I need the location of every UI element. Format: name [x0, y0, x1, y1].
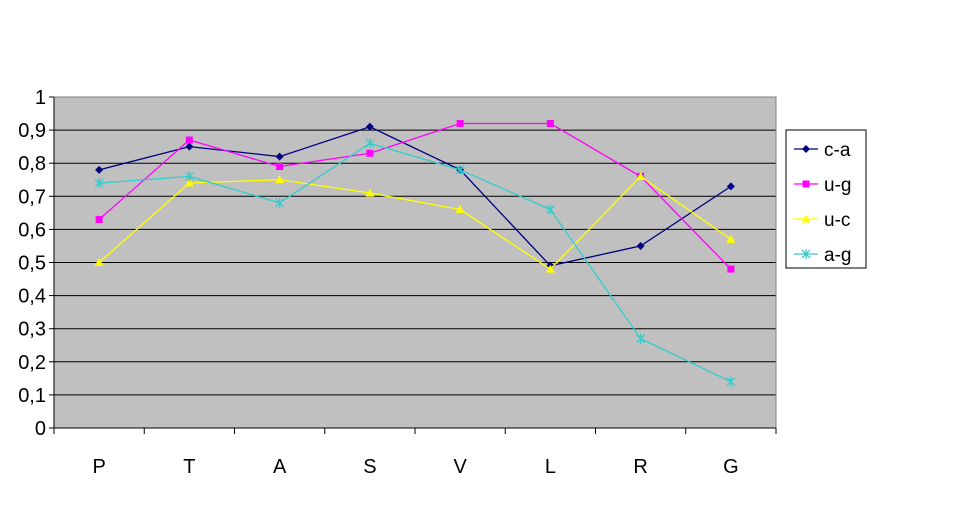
data-point: [545, 264, 555, 273]
data-point: [275, 175, 285, 184]
x-tick-label: L: [545, 456, 556, 478]
data-point: [546, 119, 554, 127]
legend-marker: [801, 249, 811, 259]
legend-label: a-g: [824, 245, 851, 266]
series-layer: [94, 119, 736, 387]
y-tick-label: 0,9: [18, 120, 46, 142]
x-tick-label: A: [273, 456, 287, 478]
series-line: [98, 126, 732, 267]
series-u-c: [94, 171, 736, 273]
x-tick-label: S: [363, 456, 376, 478]
y-tick-label: 0,8: [18, 153, 46, 175]
y-tick-label: 0,5: [18, 253, 46, 275]
data-point: [726, 234, 736, 243]
y-tick-label: 0,2: [18, 352, 46, 374]
y-tick-label: 0,3: [18, 319, 46, 341]
series-line: [98, 122, 732, 270]
legend-entry: u-g: [794, 175, 851, 196]
data-point: [94, 258, 104, 266]
data-point: [185, 136, 193, 144]
y-tick-label: 0,4: [18, 286, 46, 308]
y-tick-labels: 0 0,1 0,2 0,3 0,4 0,5 0,6 0,7 0,8 0,9 1: [18, 87, 46, 440]
data-point: [275, 197, 285, 208]
data-point: [636, 171, 646, 180]
data-point: [455, 205, 465, 214]
data-point: [184, 171, 194, 182]
legend-label: u-g: [824, 175, 851, 196]
data-point: [455, 164, 465, 175]
legend-entry: a-g: [794, 245, 851, 266]
legend-label: c-a: [824, 140, 851, 161]
data-point: [727, 265, 735, 273]
y-tick-label: 1: [35, 87, 46, 109]
data-point: [94, 178, 104, 189]
data-point: [184, 178, 194, 187]
series-line: [98, 175, 732, 270]
y-tick-label: 0,6: [18, 219, 46, 241]
y-tick-label: 0,7: [18, 186, 46, 208]
data-point: [365, 122, 374, 131]
data-point: [726, 376, 736, 387]
legend-marker: [802, 180, 810, 188]
legend-box: [785, 129, 867, 269]
data-point: [366, 149, 374, 157]
data-point: [275, 152, 284, 161]
data-point: [636, 241, 645, 250]
y-tick-label: 0: [35, 418, 46, 440]
data-point: [365, 138, 375, 149]
series-a-g: [94, 138, 736, 387]
series-line: [99, 142, 732, 383]
legend-label: u-c: [824, 210, 850, 231]
legend-entry: c-a: [794, 140, 851, 161]
axes: [49, 96, 777, 434]
y-tick-label: 0,1: [18, 385, 46, 407]
data-point: [95, 165, 104, 174]
data-point: [726, 182, 735, 191]
x-tick-label: T: [183, 456, 195, 478]
legend-marker: [801, 214, 811, 223]
x-tick-label: G: [723, 456, 739, 478]
legend: c-a u-g u-c a-g: [785, 129, 867, 269]
data-point: [456, 119, 464, 127]
x-tick-label: R: [633, 456, 647, 478]
data-point: [545, 204, 555, 215]
x-tick-label: V: [453, 456, 467, 478]
data-point: [185, 142, 194, 151]
x-tick-label: P: [92, 456, 105, 478]
legend-marker: [802, 145, 810, 153]
data-point: [636, 333, 646, 344]
data-point: [95, 215, 103, 223]
data-point: [365, 188, 375, 197]
data-point: [276, 163, 284, 171]
legend-entry: u-c: [794, 210, 850, 231]
